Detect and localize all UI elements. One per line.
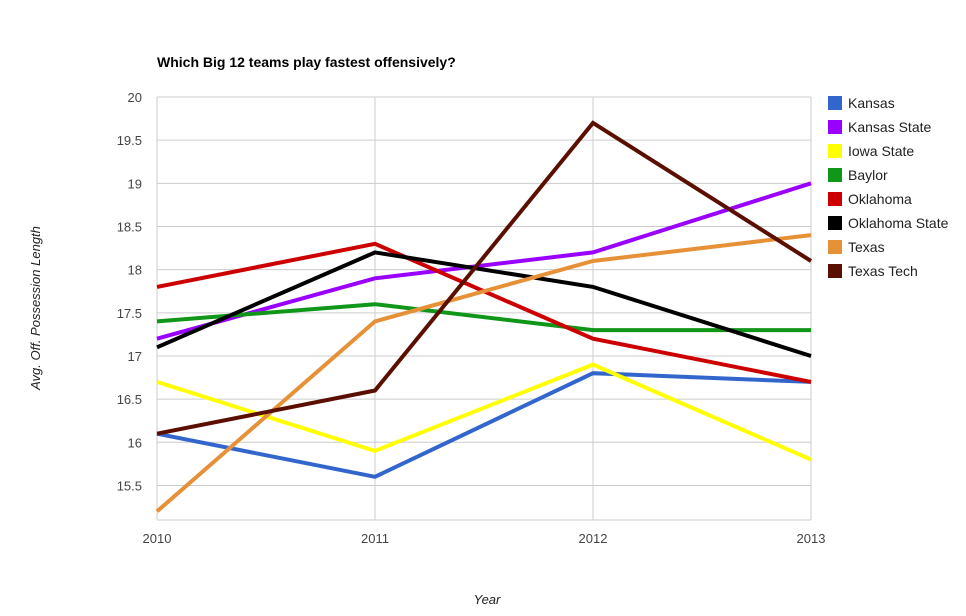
y-tick-label: 19	[128, 176, 142, 191]
legend-label-iowa-state: Iowa State	[848, 143, 914, 159]
legend-label-baylor: Baylor	[848, 167, 888, 183]
x-axis-ticks: 2010 2011 2012 2013	[143, 531, 826, 546]
x-tick-label: 2012	[579, 531, 608, 546]
series-line-baylor	[156, 302, 811, 333]
chart-title: Which Big 12 teams play fastest offensiv…	[157, 54, 456, 70]
x-tick-label: 2010	[143, 531, 172, 546]
y-tick-label: 18.5	[117, 219, 142, 234]
y-axis-ticks: 15.5 16 16.5 17 17.5 18 18.5 19 19.5 20	[117, 90, 142, 493]
legend-swatch-texas-tech	[828, 264, 842, 278]
legend: Kansas Kansas State Iowa State Baylor Oklaho…	[828, 95, 949, 279]
y-tick-label: 16.5	[117, 392, 142, 407]
series-line-kansas-state	[156, 181, 812, 341]
y-tick-label: 17	[128, 349, 142, 364]
series-line-kansas	[156, 371, 812, 479]
legend-swatch-kansas-state	[828, 120, 842, 134]
legend-label-kansas-state: Kansas State	[848, 119, 931, 135]
legend-swatch-oklahoma-state	[828, 216, 842, 230]
y-tick-label: 15.5	[117, 478, 142, 493]
legend-label-kansas: Kansas	[848, 95, 895, 111]
legend-swatch-texas	[828, 240, 842, 254]
legend-label-oklahoma: Oklahoma	[848, 191, 912, 207]
y-tick-label: 17.5	[117, 306, 142, 321]
y-tick-label: 16	[128, 435, 142, 450]
series-line-oklahoma-state	[156, 250, 812, 358]
legend-swatch-iowa-state	[828, 144, 842, 158]
x-tick-label: 2013	[797, 531, 826, 546]
y-axis-title: Avg. Off. Possession Length	[28, 226, 43, 391]
series-lines	[155, 120, 813, 513]
x-tick-label: 2011	[361, 531, 389, 546]
y-tick-label: 20	[128, 90, 142, 105]
series-line-texas-tech	[156, 120, 813, 436]
legend-label-texas: Texas	[848, 239, 885, 255]
grid	[156, 96, 812, 521]
legend-swatch-kansas	[828, 96, 842, 110]
legend-label-oklahoma-state: Oklahoma State	[848, 215, 949, 231]
y-tick-label: 18	[128, 263, 142, 278]
legend-label-texas-tech: Texas Tech	[848, 263, 918, 279]
legend-swatch-oklahoma	[828, 192, 842, 206]
y-tick-label: 19.5	[117, 133, 142, 148]
x-axis-title: Year	[474, 592, 501, 607]
series-line-texas	[155, 233, 812, 513]
legend-swatch-baylor	[828, 168, 842, 182]
